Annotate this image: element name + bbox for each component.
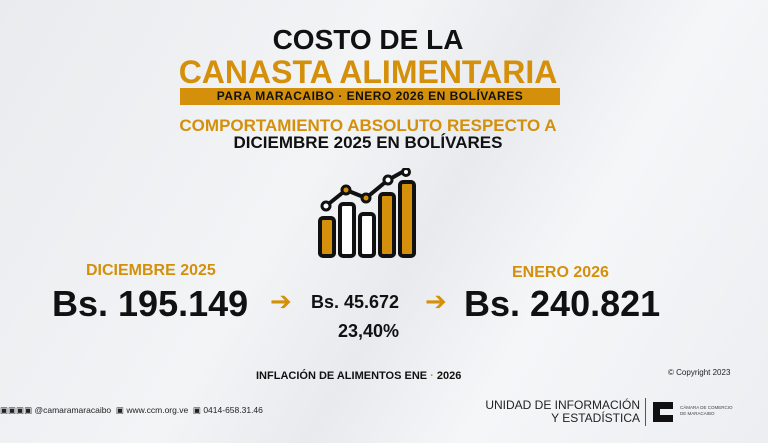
footer-title-year: 2026 [436,370,462,382]
previous-period-label: DICIEMBRE 2025 [86,262,216,279]
arrow-right-icon: ➔ [425,287,447,317]
social-handle[interactable]: @camaramaracaibo [34,405,112,415]
divider [645,398,646,426]
chamber-logo-icon [653,402,673,422]
subtitle-2: DICIEMBRE 2025 EN BOLÍVARES [233,133,503,152]
footer-title-main: INFLACIÓN DE ALIMENTOS ENE [256,370,428,382]
unit-name: UNIDAD DE INFORMACIÓN Y ESTADÍSTICA [470,399,640,425]
current-value: Bs. 240.821 [464,283,661,324]
title-line1: COSTO DE LA [272,24,464,55]
unit-line2: Y ESTADÍSTICA [551,411,640,425]
subtitle-1: COMPORTAMIENTO ABSOLUTO RESPECTO A [179,116,557,135]
current-period-label: ENERO 2026 [512,264,609,281]
footer-title: INFLACIÓN DE ALIMENTOS ENE · 2026 [256,370,461,382]
bar-chart-growth-icon [318,168,416,258]
subtitle-band: PARA MARACAIBO · ENERO 2026 EN BOLÍVARES [180,88,560,105]
copyright: © Copyright 2023 [668,368,730,377]
copyright-icon: © [668,368,674,377]
org-name: CÁMARA DE COMERCIO DE MARACAIBO [680,405,733,417]
website-link[interactable]: www.ccm.org.ve [126,405,189,415]
social-icons: ▣▣▣▣ [0,405,33,415]
title-line2: CANASTA ALIMENTARIA [178,54,558,90]
globe-icon: ▣ [115,405,124,415]
contact-bar: ▣▣▣▣ @camaramaracaibo ▣ www.ccm.org.ve ▣… [0,405,263,416]
whatsapp-icon: ▣ [192,405,201,415]
footer-title-separator: · [427,370,437,382]
previous-value: Bs. 195.149 [52,283,249,324]
org-line2: DE MARACAIBO [680,411,715,416]
arrow-right-icon: ➔ [270,287,292,317]
org-line1: CÁMARA DE COMERCIO [680,405,733,410]
phone-number: 0414-658.31.46 [203,405,263,415]
unit-line1: UNIDAD DE INFORMACIÓN [485,398,640,412]
copyright-text: Copyright 2023 [676,368,731,377]
difference-percent: 23,40% [338,321,400,341]
difference-value: Bs. 45.672 [311,292,400,312]
